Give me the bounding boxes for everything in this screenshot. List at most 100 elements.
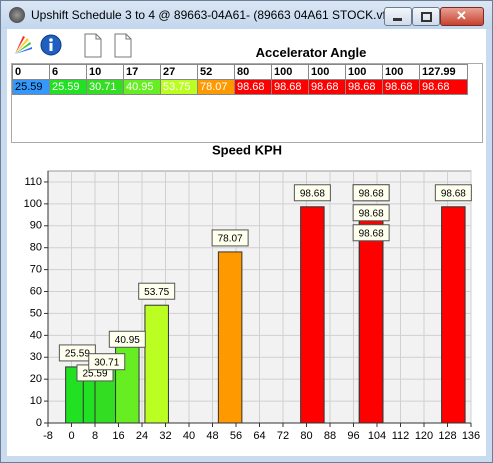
y-tick-label: 110 xyxy=(24,176,42,188)
header-cell[interactable]: 27 xyxy=(160,64,198,80)
x-tick-label: 120 xyxy=(415,430,433,442)
y-tick-label: 20 xyxy=(30,373,42,385)
header-cell[interactable]: 52 xyxy=(197,64,235,80)
bar xyxy=(217,251,243,424)
x-tick-label: 8 xyxy=(92,430,98,442)
data-label-box xyxy=(108,330,146,348)
value-cell[interactable]: 98.68 xyxy=(308,79,346,95)
data-label-box xyxy=(352,184,390,202)
x-tick-label: 48 xyxy=(206,430,218,442)
header-cell[interactable]: 80 xyxy=(234,64,272,80)
header-row: 0 6 10 17 27 52 80 100 100 100 100 127.99 xyxy=(12,64,468,80)
y-tick-label: 30 xyxy=(30,351,42,363)
data-label: 98.68 xyxy=(359,208,384,219)
app-icon xyxy=(9,7,25,23)
client-area: Accelerator Angle 0 6 10 17 27 52 80 100 100 100 1… xyxy=(7,29,486,456)
y-tick-label: 50 xyxy=(30,307,42,319)
data-label-box xyxy=(138,282,176,300)
data-label: 78.07 xyxy=(218,234,243,245)
data-label-box xyxy=(293,184,331,202)
y-tick-label: 60 xyxy=(30,285,42,297)
x-tick-label: -8 xyxy=(43,430,53,442)
y-tick-label: 40 xyxy=(30,329,42,341)
header-cell[interactable]: 100 xyxy=(345,64,383,80)
value-cell[interactable]: 98.68 xyxy=(345,79,383,95)
value-cell[interactable]: 98.68 xyxy=(271,79,309,95)
data-label: 98.68 xyxy=(441,188,466,199)
header-cell[interactable]: 100 xyxy=(271,64,309,80)
value-cell[interactable]: 30.71 xyxy=(86,79,124,95)
toolbar xyxy=(7,29,486,61)
data-label-box xyxy=(352,204,390,222)
x-tick-label: 24 xyxy=(136,430,148,442)
x-tick-label: 128 xyxy=(438,430,456,442)
y-tick-label: 100 xyxy=(24,198,42,210)
bar xyxy=(441,206,466,424)
palette-button[interactable] xyxy=(11,32,35,59)
header-cell[interactable]: 127.99 xyxy=(419,64,468,80)
close-button[interactable]: ✕ xyxy=(440,7,484,26)
x-tick-label: 64 xyxy=(253,430,265,442)
x-tick-label: 0 xyxy=(68,430,74,442)
data-label: 40.95 xyxy=(115,335,140,346)
x-tick-label: 80 xyxy=(300,430,312,442)
copy-page-button[interactable] xyxy=(111,32,135,59)
header-cell[interactable]: 100 xyxy=(382,64,420,80)
header-cell[interactable]: 6 xyxy=(49,64,87,80)
data-label: 30.71 xyxy=(94,357,119,368)
value-cell[interactable]: 25.59 xyxy=(12,79,50,95)
x-tick-label: 88 xyxy=(324,430,336,442)
value-cell[interactable]: 98.68 xyxy=(234,79,272,95)
x-tick-label: 40 xyxy=(183,430,195,442)
data-label: 53.75 xyxy=(144,287,169,298)
header-cell[interactable]: 0 xyxy=(12,64,50,80)
x-tick-label: 96 xyxy=(347,430,359,442)
data-label: 98.68 xyxy=(359,188,384,199)
y-tick-label: 0 xyxy=(36,417,42,429)
value-cell[interactable]: 25.59 xyxy=(49,79,87,95)
x-tick-label: 112 xyxy=(392,430,410,442)
x-tick-label: 136 xyxy=(462,430,480,442)
header-cell[interactable]: 17 xyxy=(123,64,161,80)
data-label-box xyxy=(434,184,472,202)
data-label: 98.68 xyxy=(359,228,384,239)
header-cell[interactable]: 100 xyxy=(308,64,346,80)
data-label-box xyxy=(211,229,249,247)
value-cell[interactable]: 98.68 xyxy=(419,79,468,95)
data-label: 25.59 xyxy=(65,349,90,360)
chart-panel: Speed KPH 0 10 20 30 40 50 60 70 80 90 100 110 -8 0 8 1… xyxy=(7,141,486,456)
x-tick-label: 56 xyxy=(230,430,242,442)
bar xyxy=(144,304,169,424)
grid-table: 0 6 10 17 27 52 80 100 100 100 100 127.99 25.59 25.59… xyxy=(12,64,468,95)
value-cell[interactable]: 40.95 xyxy=(123,79,161,95)
value-cell[interactable]: 98.68 xyxy=(382,79,420,95)
value-row: 25.59 25.59 30.71 40.95 53.75 78.07 98.68 98.68… xyxy=(12,79,468,95)
data-grid: 0 6 10 17 27 52 80 100 100 100 100 127.99 25.59 25.59… xyxy=(11,63,483,143)
data-label: 98.68 xyxy=(300,188,325,199)
x-tick-label: 32 xyxy=(159,430,171,442)
y-tick-label: 90 xyxy=(30,220,42,232)
x-tick-label: 16 xyxy=(112,430,124,442)
value-cell[interactable]: 53.75 xyxy=(160,79,198,95)
value-cell[interactable]: 78.07 xyxy=(197,79,235,95)
data-label-box xyxy=(352,224,390,242)
window-title: Upshift Schedule 3 to 4 @ 89663-04A61- (… xyxy=(31,8,394,22)
y-tick-label: 10 xyxy=(30,395,42,407)
y-tick-label: 70 xyxy=(30,264,42,276)
title-bar: Upshift Schedule 3 to 4 @ 89663-04A61- (… xyxy=(1,1,492,29)
header-cell[interactable]: 10 xyxy=(86,64,124,80)
table-title: Accelerator Angle xyxy=(255,45,367,60)
y-tick-label: 80 xyxy=(30,242,42,254)
new-page-button[interactable] xyxy=(81,32,105,59)
maximize-button[interactable] xyxy=(412,7,440,26)
bar xyxy=(300,206,325,424)
data-label: 25.59 xyxy=(82,369,107,380)
info-button[interactable] xyxy=(39,32,63,59)
minimize-button[interactable] xyxy=(384,7,412,26)
data-label-box xyxy=(88,353,126,371)
x-tick-label: 104 xyxy=(368,430,386,442)
data-label-box xyxy=(58,344,96,362)
chart-title: Speed KPH xyxy=(212,142,282,157)
